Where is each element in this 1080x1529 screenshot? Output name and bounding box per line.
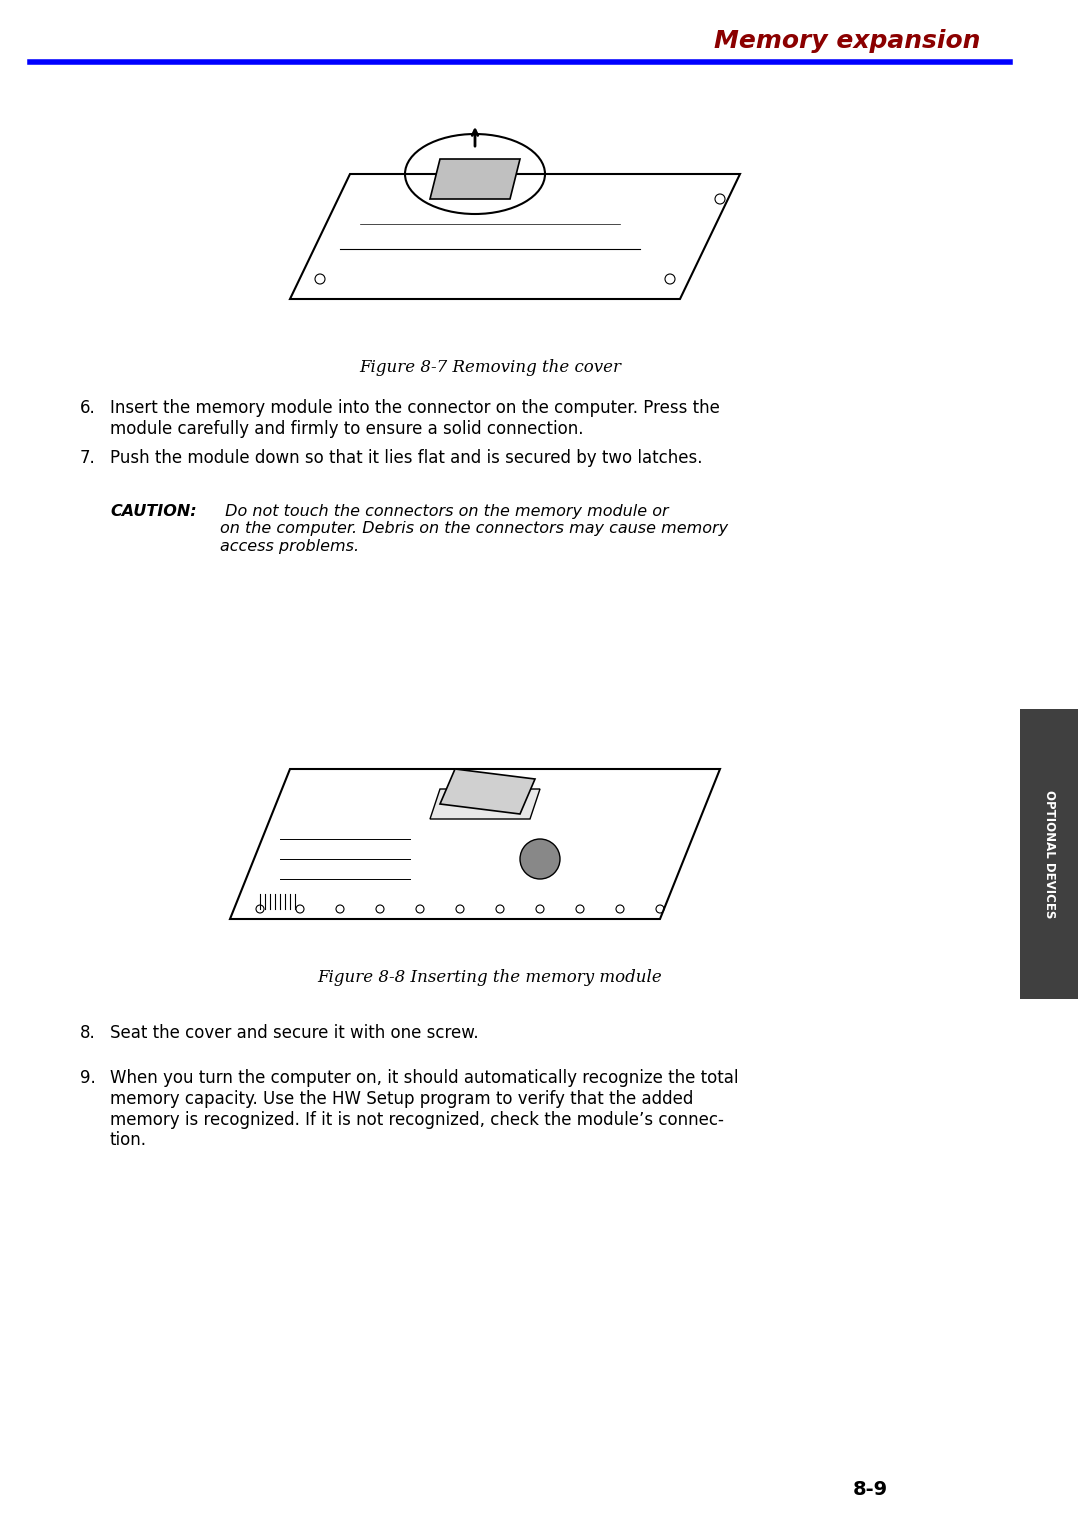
Text: 7.: 7. <box>80 450 96 466</box>
Text: Figure 8-7 Removing the cover: Figure 8-7 Removing the cover <box>359 359 621 376</box>
Text: 9.: 9. <box>80 1069 96 1087</box>
Text: Seat the cover and secure it with one screw.: Seat the cover and secure it with one sc… <box>110 1024 478 1041</box>
Polygon shape <box>430 789 540 820</box>
Polygon shape <box>291 174 740 300</box>
Text: Figure 8-8 Inserting the memory module: Figure 8-8 Inserting the memory module <box>318 969 662 986</box>
Text: Memory expansion: Memory expansion <box>714 29 980 54</box>
Text: Push the module down so that it lies flat and is secured by two latches.: Push the module down so that it lies fla… <box>110 450 702 466</box>
Text: 8.: 8. <box>80 1024 96 1041</box>
Polygon shape <box>440 769 535 813</box>
Text: 8-9: 8-9 <box>852 1480 888 1498</box>
Polygon shape <box>230 769 720 919</box>
Text: CAUTION:: CAUTION: <box>110 505 197 518</box>
Text: When you turn the computer on, it should automatically recognize the total
memor: When you turn the computer on, it should… <box>110 1069 739 1150</box>
Text: OPTIONAL DEVICES: OPTIONAL DEVICES <box>1042 790 1055 919</box>
Text: Do not touch the connectors on the memory module or
on the computer. Debris on t: Do not touch the connectors on the memor… <box>220 505 728 553</box>
Text: Insert the memory module into the connector on the computer. Press the
module ca: Insert the memory module into the connec… <box>110 399 720 437</box>
Circle shape <box>519 839 561 879</box>
FancyBboxPatch shape <box>1020 709 1078 998</box>
Polygon shape <box>430 159 519 199</box>
Text: 6.: 6. <box>80 399 96 417</box>
